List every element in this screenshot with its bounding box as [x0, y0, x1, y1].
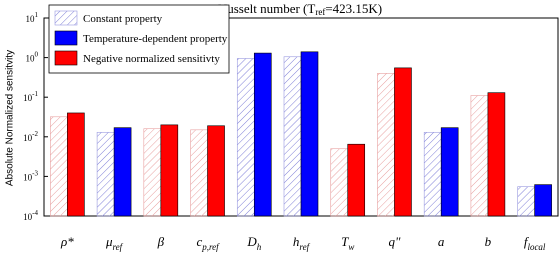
bar: [253, 52, 272, 217]
x-tick-label: Dh: [246, 234, 261, 252]
bar: [236, 58, 255, 217]
category-symbol: h: [293, 234, 300, 249]
bar: [50, 116, 68, 217]
tick-exponent: -1: [32, 90, 38, 98]
y-tick-label: 10-4: [23, 209, 38, 222]
tick-base: 10: [23, 133, 33, 143]
y-tick-label: 10-1: [23, 90, 38, 103]
y-tick-label: 10-2: [23, 130, 38, 143]
x-tick-label: b: [485, 234, 492, 249]
bar: [300, 51, 319, 217]
legend-swatch: [54, 30, 78, 46]
tick-exponent: -3: [32, 169, 38, 177]
tick-base: 10: [23, 172, 33, 182]
chart-title: Nusselt number (Tref=423.15K): [218, 1, 382, 17]
category-symbol: q": [388, 234, 401, 249]
category-symbol: c: [196, 234, 202, 249]
title-subscript: ref: [315, 7, 325, 17]
category-subscript: h: [257, 242, 262, 252]
tick-exponent: 1: [35, 11, 39, 19]
legend-box: [48, 4, 230, 74]
x-tick-label: flocal: [524, 234, 546, 252]
bar: [283, 56, 302, 217]
title-after: =423.15K): [325, 1, 382, 16]
legend-swatch: [54, 50, 78, 66]
tick-base: 10: [26, 14, 36, 24]
tick-exponent: -2: [32, 130, 38, 138]
x-tick-label: β: [157, 234, 165, 249]
x-tick-label: cp,ref: [196, 234, 220, 252]
category-subscript: ref: [299, 242, 310, 252]
tick-exponent: 0: [35, 51, 39, 59]
x-tick-label: q": [388, 234, 401, 249]
category-symbol: ρ*: [60, 234, 74, 249]
tick-base: 10: [26, 54, 36, 64]
category-symbol: β: [157, 234, 165, 249]
bar: [330, 148, 349, 217]
bar: [190, 129, 208, 217]
y-axis-label: Absolute Normalized sensitvity: [5, 50, 16, 186]
title-text: Nusselt number (T: [218, 1, 316, 16]
bar: [487, 92, 506, 217]
bar: [207, 125, 225, 217]
legend-swatch: [54, 10, 78, 26]
bar: [67, 112, 85, 217]
category-symbol: D: [246, 234, 257, 249]
bar: [347, 143, 366, 217]
category-subscript: w: [348, 242, 354, 252]
bar: [394, 67, 412, 217]
bar: [113, 127, 132, 217]
y-tick-label: 100: [26, 51, 39, 64]
x-tick-label: href: [293, 234, 311, 252]
bar: [423, 131, 442, 217]
tick-base: 10: [23, 212, 33, 222]
bar: [440, 127, 459, 217]
category-symbol: f: [524, 234, 530, 249]
x-tick-label: μref: [105, 234, 124, 252]
category-subscript: ref: [113, 242, 124, 252]
x-tick-label: ρ*: [60, 234, 74, 249]
category-symbol: μ: [105, 234, 113, 249]
bar: [517, 186, 535, 217]
bar: [160, 124, 179, 217]
bar: [470, 95, 489, 217]
bar: [96, 131, 115, 217]
legend-label: Temperature-dependent property: [83, 33, 228, 45]
tick-exponent: -4: [32, 209, 38, 217]
category-symbol: a: [438, 234, 445, 249]
tick-base: 10: [23, 93, 33, 103]
legend-label: Negative normalized sensitivty: [83, 53, 220, 65]
x-tick-label: a: [438, 234, 445, 249]
y-tick-label: 101: [26, 11, 39, 24]
bar: [534, 184, 552, 217]
bar: [377, 73, 395, 217]
category-subscript: local: [527, 242, 545, 252]
category-symbol: b: [485, 234, 492, 249]
x-tick-label: Tw: [341, 234, 354, 252]
legend-label: Constant property: [83, 13, 163, 25]
category-symbol: T: [341, 234, 349, 249]
bar: [143, 128, 162, 217]
category-subscript: p,ref: [201, 242, 220, 252]
y-tick-label: 10-3: [23, 169, 38, 182]
